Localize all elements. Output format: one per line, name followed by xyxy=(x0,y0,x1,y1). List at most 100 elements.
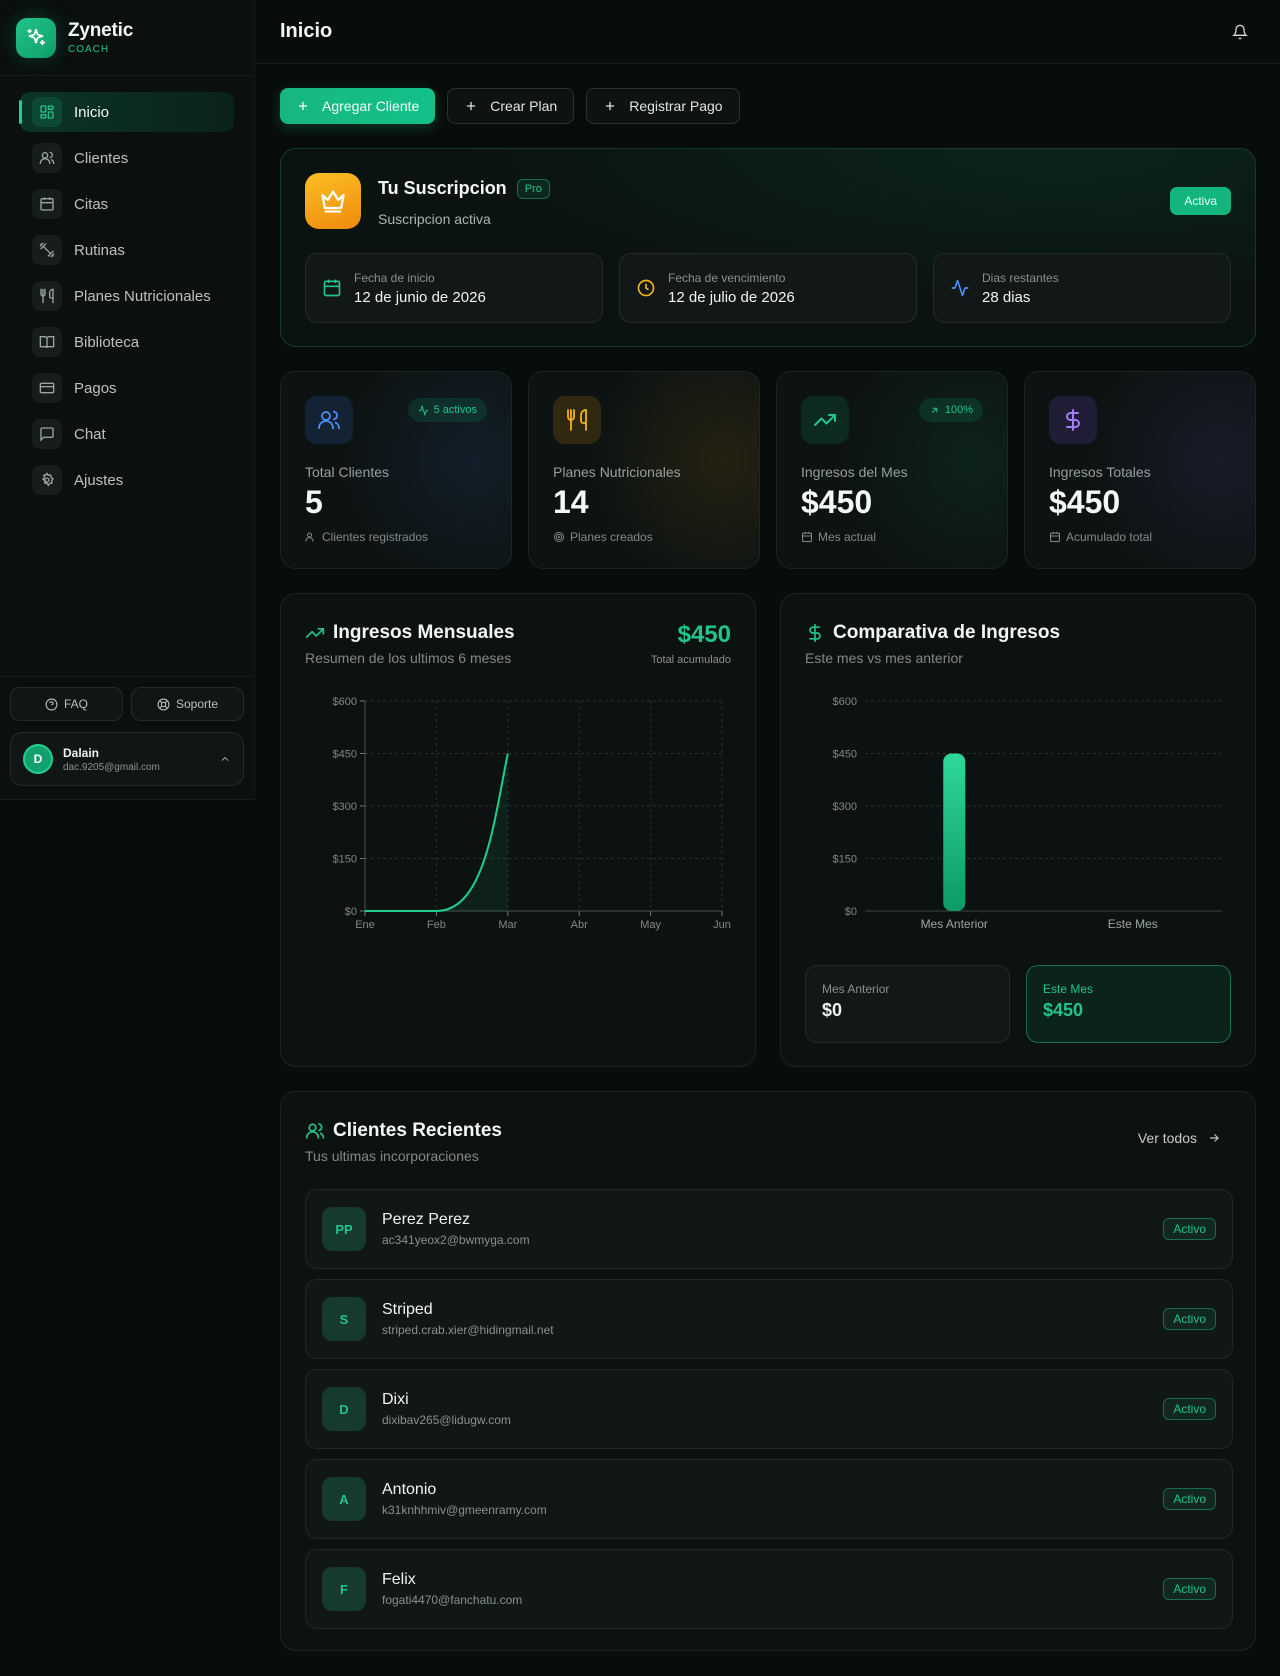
start-date-value: 12 de junio de 2026 xyxy=(354,288,486,306)
series-area xyxy=(365,753,508,911)
register-payment-button[interactable]: Registrar Pago xyxy=(586,88,740,124)
stat-value: $450 xyxy=(1049,484,1121,520)
target-icon xyxy=(553,531,565,543)
end-date-value: 12 de julio de 2026 xyxy=(668,288,795,306)
comparison-chart-title-text: Comparativa de Ingresos xyxy=(833,622,1061,643)
bar xyxy=(943,753,966,911)
users-icon xyxy=(305,531,317,543)
y-tick-label: $150 xyxy=(833,854,857,866)
add-client-button[interactable]: Agregar Cliente xyxy=(280,88,436,124)
income-comparison-card: Comparativa de Ingresos Este mes vs mes … xyxy=(780,593,1256,1067)
y-tick-label: $600 xyxy=(833,696,857,708)
sidebar-item-citas[interactable]: Citas xyxy=(20,184,234,224)
chat-icon xyxy=(32,419,62,449)
create-plan-label: Crear Plan xyxy=(490,98,558,114)
sidebar-item-clientes[interactable]: Clientes xyxy=(20,138,234,178)
y-tick-label: $600 xyxy=(333,696,357,708)
sidebar-item-label: Clientes xyxy=(74,149,129,167)
comparison-chart-subtitle: Este mes vs mes anterior xyxy=(805,650,963,666)
calendar-icon xyxy=(1049,531,1061,543)
sidebar-nav: Inicio Clientes Citas Rutinas Planes Nut… xyxy=(0,76,254,500)
support-button[interactable]: Soporte xyxy=(131,687,244,721)
avatar: PP xyxy=(322,1207,366,1251)
quick-actions: Agregar Cliente Crear Plan Registrar Pag… xyxy=(280,88,740,124)
brand[interactable]: Zynetic COACH xyxy=(0,0,254,76)
previous-month-box: Mes Anterior $0 xyxy=(805,965,1010,1043)
list-item[interactable]: A Antonio k31knhhmiv@gmeenramy.com Activ… xyxy=(305,1459,1233,1539)
register-payment-label: Registrar Pago xyxy=(629,98,723,114)
x-tick-label: Mar xyxy=(498,919,517,931)
status-badge: Activo xyxy=(1163,1218,1216,1240)
stat-card-nutrition-plans[interactable]: Planes Nutricionales 14 Planes creados xyxy=(528,371,760,569)
chevron-up-icon[interactable] xyxy=(219,753,231,765)
current-month-value: $450 xyxy=(1043,1000,1084,1020)
credit-card-icon xyxy=(32,373,62,403)
sidebar-item-label: Rutinas xyxy=(74,241,125,259)
see-all-link[interactable]: Ver todos xyxy=(1138,1130,1221,1146)
stat-card-monthly-income[interactable]: 100% Ingresos del Mes $450 Mes actual xyxy=(776,371,1008,569)
stat-footnote-text: Acumulado total xyxy=(1066,530,1153,544)
page-title: Inicio xyxy=(280,20,333,42)
income-comparison-chart: $0 $150 $300 $450 $600 Mes Anterior Este Mes xyxy=(833,696,1222,931)
stat-badge-text: 5 activos xyxy=(433,404,477,416)
sidebar-item-pagos[interactable]: Pagos xyxy=(20,368,234,408)
x-tick-label: Este Mes xyxy=(1108,917,1158,931)
plus-icon xyxy=(603,99,617,113)
list-item[interactable]: D Dixi dixibav265@lidugw.com Activo xyxy=(305,1369,1233,1449)
monthly-total-label: Total acumulado xyxy=(650,654,731,666)
sparkle-logo-icon xyxy=(16,17,56,58)
dollar-icon xyxy=(1049,396,1097,444)
previous-month-label: Mes Anterior xyxy=(822,982,890,996)
bell-icon[interactable] xyxy=(1232,24,1248,40)
calendar-icon xyxy=(32,189,62,219)
recent-clients-card: Clientes Recientes Tus ultimas incorpora… xyxy=(280,1091,1256,1651)
list-item[interactable]: F Felix fogati4470@fanchatu.com Activo xyxy=(305,1549,1233,1629)
stat-badge-text: 100% xyxy=(944,404,973,416)
faq-button[interactable]: FAQ xyxy=(10,687,123,721)
sidebar-item-planes-nutricionales[interactable]: Planes Nutricionales xyxy=(20,276,234,316)
stat-label: Planes Nutricionales xyxy=(553,464,681,480)
top-bar: Inicio xyxy=(256,0,1280,64)
calendar-icon xyxy=(322,278,342,298)
sidebar-item-inicio[interactable]: Inicio xyxy=(19,92,234,132)
status-badge: Activo xyxy=(1163,1488,1216,1510)
monthly-chart-subtitle: Resumen de los ultimos 6 meses xyxy=(305,650,512,666)
clock-icon xyxy=(636,278,656,298)
sidebar-item-rutinas[interactable]: Rutinas xyxy=(20,230,234,270)
stat-footnote-text: Planes creados xyxy=(570,530,653,544)
sidebar-item-biblioteca[interactable]: Biblioteca xyxy=(20,322,234,362)
stat-label: Ingresos del Mes xyxy=(801,464,908,480)
create-plan-button[interactable]: Crear Plan xyxy=(447,88,575,124)
stat-card-total-income[interactable]: Ingresos Totales $450 Acumulado total xyxy=(1024,371,1256,569)
x-tick-label: Ene xyxy=(355,919,375,931)
end-date-box: Fecha de vencimiento 12 de julio de 2026 xyxy=(619,253,917,323)
stat-footnote: Clientes registrados xyxy=(305,530,428,544)
stat-footnote-text: Clientes registrados xyxy=(322,530,429,544)
subscription-title-text: Tu Suscripcion xyxy=(378,178,507,198)
user-name: Dalain xyxy=(63,745,100,760)
activity-icon xyxy=(418,404,429,416)
arrow-right-icon xyxy=(1207,1131,1221,1145)
remaining-days-value: 28 dias xyxy=(982,288,1031,306)
x-tick-label: Mes Anterior xyxy=(921,917,988,931)
avatar: S xyxy=(322,1297,366,1341)
y-tick-label: $150 xyxy=(333,854,357,866)
client-name: Perez Perez xyxy=(382,1211,471,1228)
sidebar-item-chat[interactable]: Chat xyxy=(20,414,234,454)
user-menu[interactable]: D Dalain dac.9205@gmail.com xyxy=(10,732,244,786)
x-tick-label: Feb xyxy=(427,919,446,931)
add-client-label: Agregar Cliente xyxy=(322,98,420,114)
start-date-label: Fecha de inicio xyxy=(354,270,435,285)
client-email: fogati4470@fanchatu.com xyxy=(382,1593,523,1607)
sidebar-item-ajustes[interactable]: Ajustes xyxy=(20,460,234,500)
sidebar: Zynetic COACH Inicio Clientes Citas Ruti… xyxy=(0,0,255,800)
brand-name: Zynetic xyxy=(68,20,134,41)
avatar: F xyxy=(322,1567,366,1611)
list-item[interactable]: PP Perez Perez ac341yeox2@bwmyga.com Act… xyxy=(305,1189,1233,1269)
list-item[interactable]: S Striped striped.crab.xier@hidingmail.n… xyxy=(305,1279,1233,1359)
stat-card-total-clients[interactable]: 5 activos Total Clientes 5 Clientes regi… xyxy=(280,371,512,569)
remaining-days-box: Dias restantes 28 dias xyxy=(933,253,1231,323)
recent-clients-subtitle: Tus ultimas incorporaciones xyxy=(305,1148,479,1164)
y-tick-label: $450 xyxy=(333,749,357,761)
client-email: striped.crab.xier@hidingmail.net xyxy=(382,1323,554,1337)
